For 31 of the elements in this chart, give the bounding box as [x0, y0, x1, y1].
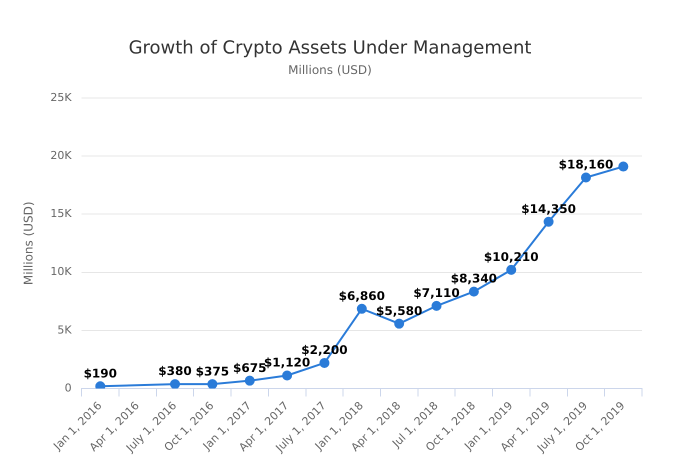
data-label: $380: [158, 364, 192, 378]
point: [207, 379, 218, 389]
point: [319, 358, 330, 368]
y-tick-label: 5K: [57, 323, 72, 336]
point: [544, 216, 554, 227]
point: [580, 172, 591, 182]
y-tick-label: 0: [64, 381, 72, 394]
point: [394, 318, 404, 329]
data-label: $7,110: [413, 286, 460, 300]
data-label: $5,580: [376, 304, 422, 318]
point: [244, 376, 255, 386]
y-tick-label: 15K: [50, 207, 72, 220]
point: [506, 264, 516, 275]
point: [282, 370, 292, 381]
point: [170, 379, 180, 389]
data-label: $18,160: [558, 158, 614, 172]
data-label: $190: [84, 366, 117, 380]
y-axis-title: Millions (USD): [21, 201, 36, 286]
data-label: $6,860: [338, 288, 385, 303]
data-label: $8,340: [450, 272, 498, 286]
point: [356, 304, 367, 314]
point: [432, 300, 442, 311]
point: [95, 381, 106, 389]
y-tick-label: 10K: [50, 265, 72, 278]
data-label: $375: [196, 364, 230, 378]
chart-title: Growth of Crypto Assets Under Management: [128, 37, 532, 58]
point: [618, 162, 628, 172]
y-tick-label: 20K: [50, 148, 72, 162]
y-tick-label: 25K: [50, 90, 72, 104]
point: [468, 286, 479, 297]
chart-subtitle: Millions (USD): [288, 62, 372, 77]
